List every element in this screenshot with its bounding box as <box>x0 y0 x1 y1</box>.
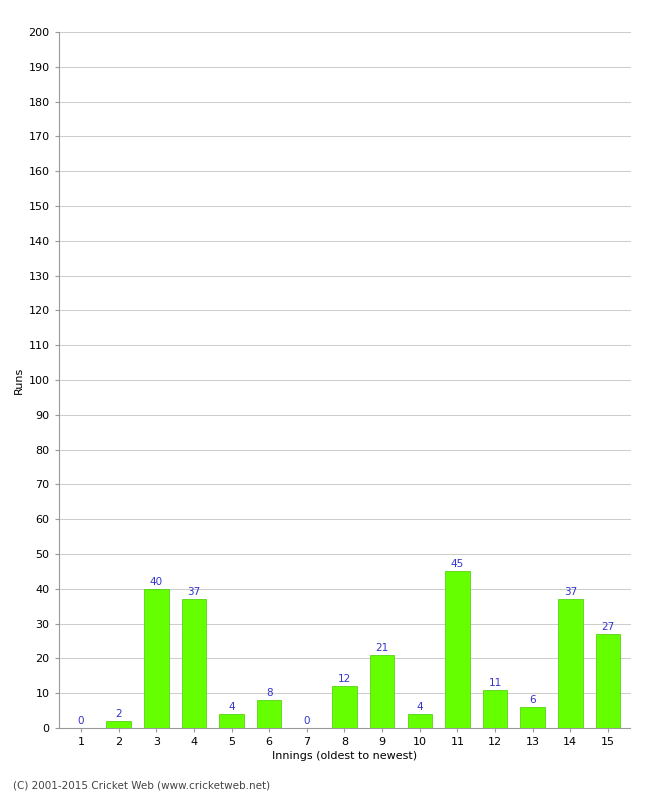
Text: 0: 0 <box>78 716 84 726</box>
Text: 0: 0 <box>304 716 310 726</box>
Bar <box>558 599 582 728</box>
Bar <box>257 700 281 728</box>
Text: 37: 37 <box>187 587 201 597</box>
Text: (C) 2001-2015 Cricket Web (www.cricketweb.net): (C) 2001-2015 Cricket Web (www.cricketwe… <box>13 781 270 790</box>
Bar <box>144 589 168 728</box>
Text: 37: 37 <box>564 587 577 597</box>
Text: 4: 4 <box>417 702 423 712</box>
Text: 12: 12 <box>338 674 351 684</box>
Text: 45: 45 <box>450 559 464 570</box>
Bar <box>220 714 244 728</box>
Text: 27: 27 <box>601 622 614 632</box>
Bar <box>445 571 469 728</box>
Text: 11: 11 <box>488 678 502 688</box>
Bar <box>595 634 620 728</box>
Text: 2: 2 <box>116 709 122 719</box>
Text: 40: 40 <box>150 577 163 586</box>
Bar <box>483 690 507 728</box>
Bar <box>521 707 545 728</box>
X-axis label: Innings (oldest to newest): Innings (oldest to newest) <box>272 751 417 761</box>
Text: 6: 6 <box>529 695 536 705</box>
Text: 4: 4 <box>228 702 235 712</box>
Bar <box>332 686 357 728</box>
Y-axis label: Runs: Runs <box>14 366 24 394</box>
Text: 21: 21 <box>376 643 389 653</box>
Bar <box>107 721 131 728</box>
Bar <box>408 714 432 728</box>
Bar <box>370 655 395 728</box>
Text: 8: 8 <box>266 688 272 698</box>
Bar <box>182 599 206 728</box>
